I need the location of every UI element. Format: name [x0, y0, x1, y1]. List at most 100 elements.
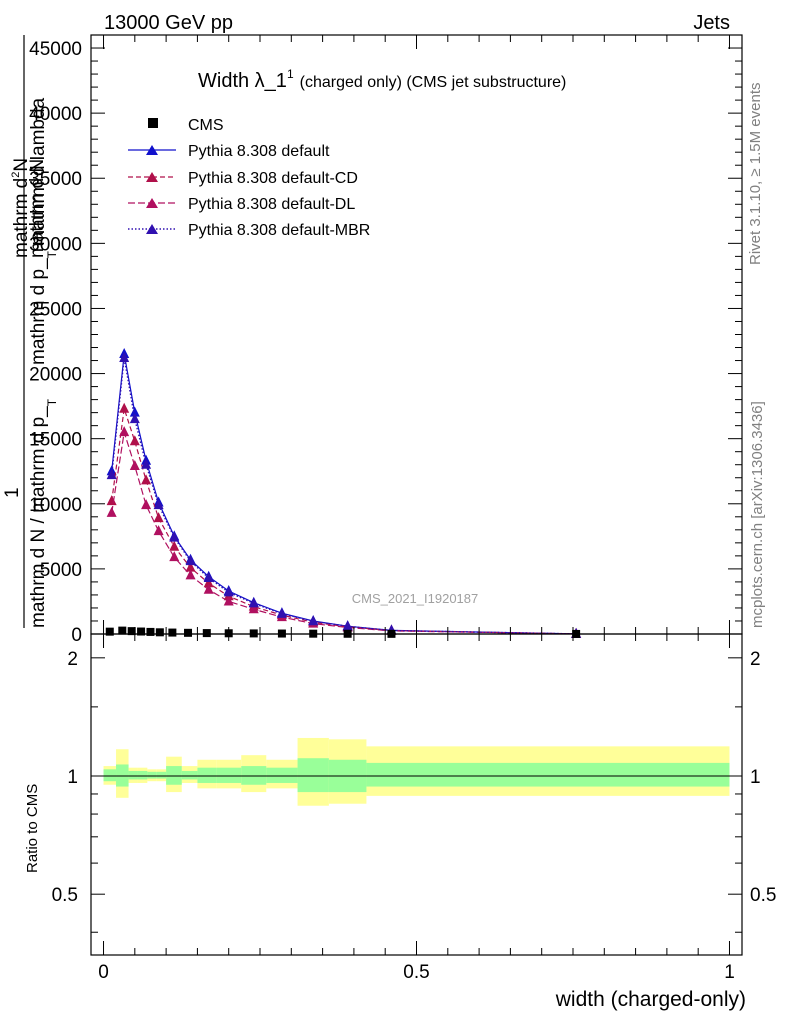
series-2-point-5: [169, 551, 180, 562]
cms-point-1: [118, 626, 127, 635]
legend-label-default: Pythia 8.308 default: [188, 143, 330, 160]
ratio-inner-band-5: [156, 771, 167, 779]
series-3-point-2: [129, 413, 140, 424]
process-label: Jets: [693, 12, 730, 34]
series-2-point-8: [223, 595, 234, 606]
series-3-point-6: [185, 555, 196, 566]
cms-point-0: [105, 627, 114, 636]
ratio-inner-band-9: [216, 767, 242, 783]
series-line-3: [111, 357, 577, 635]
ratio-inner-band-11: [266, 767, 298, 783]
ratio-inner-band-8: [197, 767, 217, 783]
series-1-point-1: [119, 402, 130, 413]
series-line-0: [111, 353, 577, 635]
y-label-denom-main: mathrm d N / mathrm d p_: [28, 406, 49, 628]
series-2-point-9: [248, 603, 259, 614]
series-3-point-11: [308, 615, 319, 626]
y-label-denom-sub: T: [45, 398, 59, 406]
main-y-tick-label-8: 40000: [29, 104, 82, 125]
cms-point-4: [146, 627, 155, 636]
series-1-point-5: [169, 540, 180, 551]
series-3-point-0: [106, 469, 117, 480]
series-3-point-4: [153, 499, 164, 510]
main-y-tick-label-3: 15000: [29, 430, 82, 451]
cms-point-2: [127, 627, 136, 636]
series-2-point-6: [185, 569, 196, 580]
cms-point-6: [168, 628, 177, 637]
y-label-line-b-main: mathrm d p_: [28, 258, 49, 365]
series-3-point-5: [169, 531, 180, 542]
plot-title: Width λ_11 (charged only) (CMS jet substr…: [198, 67, 566, 92]
legend: CMS Pythia 8.308 default Pythia 8.308 de…: [128, 117, 370, 239]
series-2-point-0: [106, 506, 117, 517]
series-3-point-9: [248, 597, 259, 608]
main-y-tick-label-4: 20000: [29, 365, 82, 386]
y-label-line-b-sub: T: [45, 250, 59, 258]
legend-marker-cd: [146, 172, 158, 182]
legend-label-dl: Pythia 8.308 default-DL: [188, 196, 355, 213]
ratio-inner-band-6: [166, 766, 182, 785]
ratio-inner-band-15: [416, 762, 730, 787]
ratio-bands: [91, 737, 742, 806]
ratio-inner-band-12: [297, 758, 329, 793]
ratio-y-tick-label-left-2: 2: [67, 649, 78, 670]
y-label-frac-top-rest: N: [11, 158, 32, 172]
series-1-point-6: [185, 561, 196, 572]
main-y-tick-label-2: 10000: [29, 495, 82, 516]
x-tick-label-2: 1: [724, 962, 735, 983]
rivet-note: Rivet 3.1.10, ≥ 1.5M events: [747, 83, 764, 266]
ratio-y-tick-label-left-1: 1: [67, 767, 78, 788]
ratio-inner-band-14: [366, 762, 417, 787]
y-label-line-a: mathrm d N: [27, 159, 48, 258]
main-y-tick-label-7: 35000: [29, 169, 82, 190]
main-y-tick-label-1: 5000: [40, 560, 82, 581]
ratio-inner-band-2: [128, 770, 138, 780]
series-3-point-3: [141, 458, 152, 469]
legend-marker-dl: [146, 198, 158, 208]
series-2-point-4: [153, 525, 164, 536]
legend-marker-default: [146, 145, 158, 155]
series-3-point-8: [223, 586, 234, 597]
y-label-numerator: mathrm d2N: [10, 158, 32, 258]
ratio-y-tick-label-right-2: 2: [750, 649, 761, 670]
main-y-tick-label-0: 0: [71, 625, 82, 646]
title-sub: (charged only) (CMS jet substructure): [300, 74, 567, 91]
series-1-point-4: [153, 512, 164, 523]
ratio-y-tick-label-right-0: 0.5: [750, 885, 776, 906]
series-1-point-7: [203, 577, 214, 588]
ratio-inner-band-7: [181, 770, 198, 780]
y-label-frac-top-sup: 2: [10, 172, 22, 178]
legend-label-cd: Pythia 8.308 default-CD: [188, 170, 358, 187]
ratio-y-tick-label-left-0: 0.5: [52, 885, 78, 906]
legend-marker-mbr: [146, 224, 158, 234]
y-label-line-b-rest: mathrm d lambda: [28, 97, 49, 251]
x-tick-label-0: 0: [98, 962, 109, 983]
ratio-inner-band-4: [147, 771, 157, 779]
series-2-point-3: [141, 499, 152, 510]
axis-ticks: 0 5000 10000 15000 20000 25000 30000 35000 40000…: [29, 35, 776, 983]
legend-label-mbr: Pythia 8.308 default-MBR: [188, 222, 370, 239]
legend-marker-cms: [148, 118, 158, 128]
series-2-point-7: [203, 583, 214, 594]
series-layer: [106, 348, 582, 638]
ratio-y-label: Ratio to CMS: [24, 784, 41, 873]
legend-label-cms: CMS: [188, 117, 224, 134]
mcplots-note: mcplots.cern.ch [arXiv:1306.3436]: [749, 401, 766, 628]
series-line-2: [111, 432, 577, 635]
series-line-1: [111, 408, 577, 635]
series-3-point-1: [119, 351, 130, 362]
cms-point-3: [137, 627, 146, 636]
series-2-point-1: [119, 426, 130, 437]
y-label-one: 1: [2, 487, 23, 498]
y-axis-label: mathrm d2N mathrm d N mathrm d p_T mathr…: [2, 35, 59, 628]
series-2-point-2: [129, 460, 140, 471]
x-tick-label-1: 0.5: [403, 962, 429, 983]
title-main: Width λ_1: [198, 70, 287, 92]
ratio-inner-band-10: [241, 766, 267, 785]
series-1-point-3: [141, 474, 152, 485]
series-1-point-0: [106, 495, 117, 506]
cms-point-5: [155, 628, 164, 637]
cms-point-7: [184, 628, 193, 637]
y-label-line-b: mathrm d p_T mathrm d lambda: [28, 97, 59, 365]
